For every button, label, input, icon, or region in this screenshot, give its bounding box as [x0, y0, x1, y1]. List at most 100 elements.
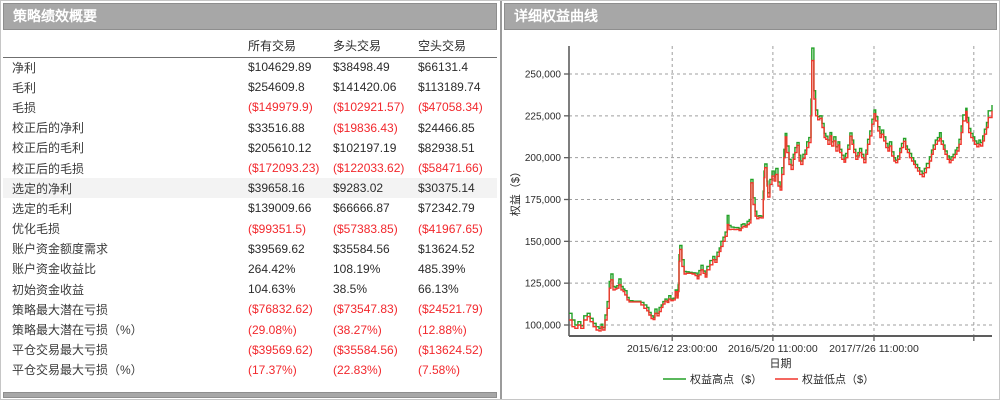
cell-value: ($39569.62): [248, 342, 313, 357]
cell-value: 66.13%: [418, 282, 459, 297]
x-axis-title: 日期: [770, 357, 792, 370]
cell-value: ($47058.34): [418, 100, 483, 115]
column-header-long-trades: 多头交易: [333, 39, 382, 53]
cell-value: $102197.19: [333, 140, 397, 155]
table-row[interactable]: 毛利 $254609.8 $141420.06 $113189.74: [3, 77, 497, 97]
cell-value: 38.5%: [333, 282, 368, 297]
cell-value: ($24521.79): [418, 302, 483, 317]
table-row[interactable]: 策略最大潜在亏损（%） (29.08%) (38.27%) (12.88%): [3, 319, 497, 339]
cell-value: $13624.52: [418, 241, 475, 256]
y-tick-label: 150,000: [525, 237, 562, 248]
legend-label[interactable]: 权益低点（$）: [802, 372, 874, 386]
cell-value: $39658.16: [248, 181, 305, 196]
cell-value: ($58471.66): [418, 161, 483, 176]
row-label: 策略最大潜在亏损（%）: [12, 323, 143, 338]
y-tick-label: 225,000: [525, 111, 562, 122]
cell-value: $35584.56: [333, 241, 390, 256]
cell-value: $113189.74: [418, 80, 481, 95]
row-label: 平仓交易最大亏损（%）: [12, 363, 143, 378]
column-header-all-trades: 所有交易: [248, 39, 297, 53]
row-label: 选定的毛利: [12, 201, 73, 216]
table-row[interactable]: 校正后的毛损 ($172093.23) ($122033.62) ($58471.66…: [3, 158, 497, 178]
cell-value: $66131.4: [418, 60, 469, 75]
cell-value: $254609.8: [248, 80, 305, 95]
cell-value: (12.88%): [418, 322, 467, 337]
cell-value: $139009.66: [248, 201, 312, 216]
cell-value: 108.19%: [333, 261, 381, 276]
y-tick-label: 175,000: [525, 195, 562, 206]
row-label: 净利: [12, 60, 37, 75]
y-tick-label: 125,000: [525, 279, 562, 290]
row-label: 平仓交易最大亏损: [12, 343, 109, 358]
performance-table-body: 净利 $104629.89 $38498.49 $66131.4 毛利 $254609.8…: [3, 57, 497, 380]
cell-value: ($73547.83): [333, 302, 398, 317]
cell-value: ($13624.52): [418, 342, 483, 357]
equity-curve-panel: 详细权益曲线 100,000 125,000 150,000 175,000 200,0…: [502, 1, 999, 399]
cell-value: $24466.85: [418, 120, 475, 135]
table-row[interactable]: 净利 $104629.89 $38498.49 $66131.4: [3, 57, 497, 77]
next-section-header-partial: [3, 392, 497, 398]
panel-divider: [500, 1, 502, 399]
cell-value: (22.83%): [333, 362, 382, 377]
cell-value: ($76832.62): [248, 302, 313, 317]
performance-table-head: 所有交易 多头交易 空头交易: [3, 34, 497, 58]
table-row[interactable]: 账户资金额度需求 $39569.62 $35584.56 $13624.52: [3, 239, 497, 259]
equity-curve-header: 详细权益曲线: [504, 3, 997, 30]
cell-value: $9283.02: [333, 181, 384, 196]
cell-value: $104629.89: [248, 60, 312, 75]
table-row[interactable]: 初始资金收益 104.63% 38.5% 66.13%: [3, 279, 497, 299]
row-label: 校正后的毛损: [12, 161, 85, 176]
cell-value: (7.58%): [418, 362, 461, 377]
row-label: 优化毛损: [12, 222, 61, 237]
table-row[interactable]: 选定的净利 $39658.16 $9283.02 $30375.14: [3, 178, 497, 199]
x-tick-label: 2015/6/12 23:00:00: [627, 343, 718, 355]
x-tick-label: 2016/5/20 11:00:00: [728, 343, 818, 355]
cell-value: (29.08%): [248, 322, 297, 337]
table-row[interactable]: 账户资金收益比 264.42% 108.19% 485.39%: [3, 259, 497, 279]
strategy-summary-panel: 策略绩效概要 所有交易 多头交易 空头交易 净利 $104629.89 $38498…: [1, 1, 499, 399]
row-label: 校正后的毛利: [12, 141, 85, 156]
column-header-short-trades: 空头交易: [418, 39, 467, 53]
cell-value: $38498.49: [333, 60, 390, 75]
cell-value: $205610.12: [248, 140, 312, 155]
table-row[interactable]: 平仓交易最大亏损（%） (17.37%) (22.83%) (7.58%): [3, 360, 497, 380]
cell-value: ($41967.65): [418, 221, 483, 236]
table-row[interactable]: 校正后的毛利 $205610.12 $102197.19 $82938.51: [3, 138, 497, 158]
cell-value: 104.63%: [248, 282, 296, 297]
cell-value: $66666.87: [333, 201, 390, 216]
row-label: 毛损: [12, 100, 37, 115]
cell-value: ($19836.43): [333, 120, 398, 135]
cell-value: $141420.06: [333, 80, 397, 95]
table-row[interactable]: 优化毛损 ($99351.5) ($57383.85) ($41967.65): [3, 219, 497, 239]
cell-value: (38.27%): [333, 322, 382, 337]
y-tick-label: 250,000: [525, 70, 562, 81]
table-row[interactable]: 选定的毛利 $139009.66 $66666.87 $72342.79: [3, 198, 497, 218]
table-row[interactable]: 校正后的净利 $33516.88 ($19836.43) $24466.85: [3, 118, 497, 138]
cell-value: $82938.51: [418, 140, 475, 155]
cell-value: (17.37%): [248, 362, 297, 377]
cell-value: $30375.14: [418, 181, 475, 196]
cell-value: 264.42%: [248, 261, 296, 276]
performance-table: 所有交易 多头交易 空头交易 净利 $104629.89 $38498.49 $661…: [3, 34, 497, 380]
equity-low-line: [569, 59, 993, 332]
cell-value: 485.39%: [418, 261, 466, 276]
cell-value: $39569.62: [248, 241, 305, 256]
cell-value: ($102921.57): [333, 100, 405, 115]
y-axis-title: 权益（$）: [508, 166, 522, 216]
row-label: 策略最大潜在亏损: [12, 302, 109, 317]
row-label: 初始资金收益: [12, 282, 85, 297]
strategy-summary-header: 策略绩效概要: [3, 3, 497, 30]
cell-value: ($99351.5): [248, 221, 307, 236]
table-row[interactable]: 策略最大潜在亏损 ($76832.62) ($73547.83) ($24521.79…: [3, 299, 497, 319]
equity-curve-title: 详细权益曲线: [514, 8, 598, 24]
table-row[interactable]: 毛损 ($149979.9) ($102921.57) ($47058.34): [3, 97, 497, 117]
cell-value: ($172093.23): [248, 161, 320, 176]
equity-curve-chart: 100,000 125,000 150,000 175,000 200,000 225,0…: [508, 46, 993, 386]
table-row[interactable]: 平仓交易最大亏损 ($39569.62) ($35584.56) ($13624.52…: [3, 340, 497, 360]
cell-value: ($149979.9): [248, 100, 313, 115]
row-label: 毛利: [12, 80, 37, 95]
cell-value: ($57383.85): [333, 221, 398, 236]
legend-label[interactable]: 权益高点（$）: [690, 372, 762, 386]
strategy-summary-title: 策略绩效概要: [13, 8, 97, 24]
